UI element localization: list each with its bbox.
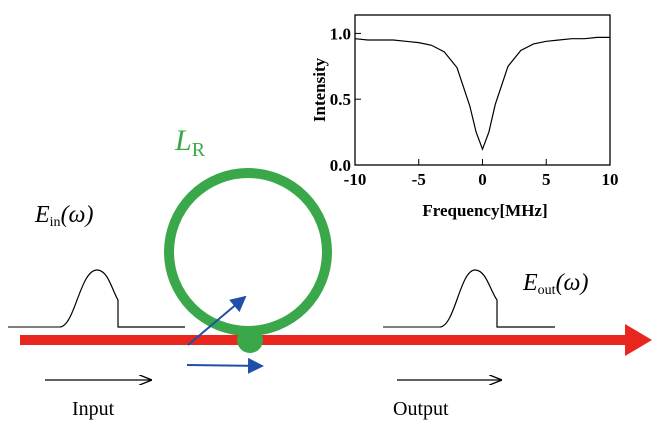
y-axis-title: Intensity — [310, 57, 329, 122]
output-pulse — [439, 269, 555, 328]
y-tick-label: 1.0 — [330, 24, 351, 43]
coupler — [237, 327, 263, 353]
x-tick-label: -10 — [344, 170, 367, 189]
x-tick-label: 0 — [478, 170, 487, 189]
ring-label: LR — [174, 124, 206, 161]
y-tick-label: 0.5 — [330, 90, 351, 109]
x-tick-label: 10 — [602, 170, 619, 189]
y-tick-label: 0.0 — [330, 156, 351, 175]
input-field-label: Ein(ω) — [34, 202, 94, 230]
inset-frame — [354, 14, 611, 166]
x-tick-label: 5 — [542, 170, 551, 189]
x-tick-label: -5 — [412, 170, 426, 189]
coupled-arrow — [187, 295, 247, 346]
spectrum-line — [354, 36, 610, 151]
input-label: Input — [72, 398, 115, 420]
input-pulse — [59, 269, 185, 328]
ring-resonator — [164, 168, 332, 336]
x-axis-title: Frequency[MHz] — [422, 201, 547, 220]
transmitted-arrow — [186, 357, 264, 374]
output-field-label: Eout(ω) — [522, 270, 589, 298]
output-label: Output — [393, 398, 449, 420]
waveguide-arrowhead — [625, 324, 652, 356]
